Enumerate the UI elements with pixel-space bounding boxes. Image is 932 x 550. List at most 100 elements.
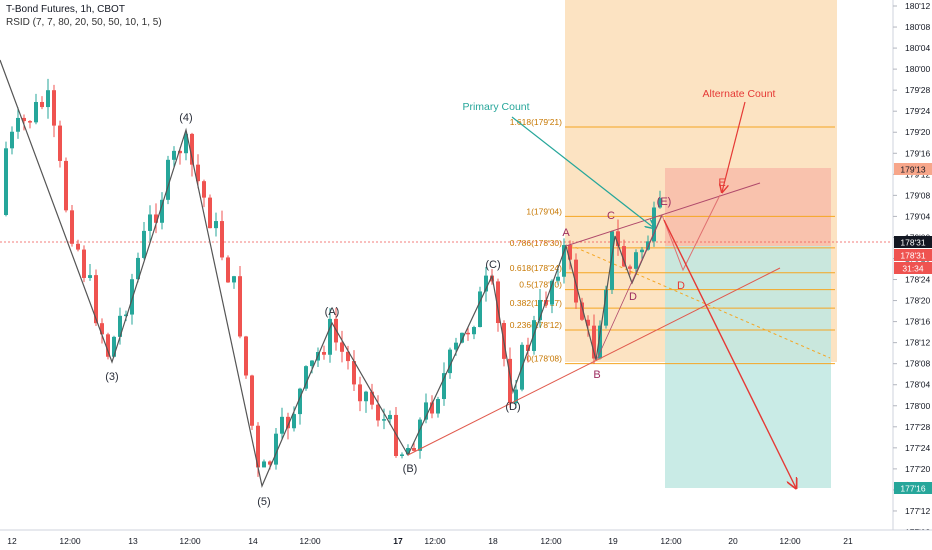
candle-body <box>34 101 38 123</box>
fib-level-label: 0.786(178'30) <box>510 238 562 248</box>
alternate-count-arrow <box>722 101 746 192</box>
candle-body <box>322 352 326 355</box>
wave-label: C <box>607 210 615 222</box>
price-tick-label: 180'04 <box>905 43 931 53</box>
time-tick-label: 12:00 <box>424 536 446 546</box>
candle-body <box>328 318 332 355</box>
candle-body <box>454 342 458 350</box>
triangle-lower-trendline <box>407 267 781 456</box>
candle-body <box>76 243 80 250</box>
price-tick-label: 180'08 <box>905 22 931 32</box>
candle-body <box>616 231 620 247</box>
candle-body <box>142 230 146 258</box>
candle-body <box>496 281 500 324</box>
price-tick-label: 177'20 <box>905 464 931 474</box>
candle-body <box>658 198 662 208</box>
candle-body <box>196 164 200 182</box>
candle-body <box>442 373 446 400</box>
candle-body <box>100 323 104 335</box>
candle-body <box>40 101 44 108</box>
chart-title: T-Bond Futures, 1h, CBOT <box>6 4 125 15</box>
candle-body <box>10 131 14 149</box>
candle-body <box>148 214 152 231</box>
candle-body <box>256 425 260 468</box>
candle-body <box>184 133 188 154</box>
price-tick-label: 178'04 <box>905 380 931 390</box>
fib-level-label: 0.618(178'24) <box>510 263 562 273</box>
candle-body <box>52 90 56 126</box>
time-tick-label: 12:00 <box>59 536 81 546</box>
price-tick-label: 178'16 <box>905 317 931 327</box>
candle-body <box>472 327 476 335</box>
wave-label: (4) <box>179 112 192 124</box>
candle-body <box>514 389 518 404</box>
candle-body <box>346 351 350 362</box>
candle-body <box>202 181 206 198</box>
candle-body <box>58 125 62 161</box>
wave-label: (A) <box>325 306 340 318</box>
candle-body <box>226 257 230 283</box>
price-tick-label: 178'24 <box>905 275 931 285</box>
price-tick-label: 177'24 <box>905 443 931 453</box>
candle-body <box>112 336 116 357</box>
price-tick-label: 179'08 <box>905 190 931 200</box>
candle-body <box>130 279 134 315</box>
candle-body <box>568 245 572 260</box>
alternate-count-line <box>661 194 721 272</box>
candle-body <box>604 289 608 326</box>
candle-body <box>268 461 272 465</box>
time-tick-label: 12 <box>7 536 17 546</box>
price-tick-label: 178'12 <box>905 338 931 348</box>
candle-body <box>280 416 284 434</box>
elliott-wave-line <box>0 59 663 488</box>
candle-body <box>466 332 470 335</box>
time-tick-label: 12:00 <box>779 536 801 546</box>
price-tick-label: 179'04 <box>905 211 931 221</box>
wave-label: D <box>629 291 637 303</box>
candle-body <box>370 391 374 405</box>
candle-body <box>556 276 560 281</box>
primary-count-arrow <box>511 116 654 228</box>
time-tick-label: 12:00 <box>299 536 321 546</box>
candle-body <box>418 419 422 451</box>
time-tick-label: 20 <box>728 536 738 546</box>
candle-body <box>640 249 644 253</box>
candle-body <box>448 349 452 374</box>
candle-body <box>634 252 638 269</box>
indicator-legend: RSID (7, 7, 80, 20, 50, 50, 10, 1, 5) <box>6 17 162 28</box>
time-tick-label: 21 <box>843 536 853 546</box>
candle-body <box>436 399 440 414</box>
candle-body <box>550 280 554 305</box>
price-tick-label: 178'00 <box>905 401 931 411</box>
candle-body <box>298 388 302 415</box>
price-tick-label: 179'24 <box>905 106 931 116</box>
price-tag <box>894 262 932 274</box>
candle-body <box>178 150 182 154</box>
candle-body <box>220 221 224 258</box>
time-tick-label: 12:00 <box>660 536 682 546</box>
time-tick-label: 12:00 <box>179 536 201 546</box>
candle-body <box>250 375 254 426</box>
candle-body <box>238 276 242 337</box>
candle-body <box>376 404 380 421</box>
candle-body <box>622 246 626 267</box>
candle-body <box>28 121 32 123</box>
wave-label: A <box>562 227 570 239</box>
candle-body <box>160 199 164 223</box>
candle-body <box>526 344 530 351</box>
wave-label: (5) <box>257 496 270 508</box>
candle-body <box>574 259 578 303</box>
stop-zone-red <box>665 168 831 246</box>
price-tag-label: 178'31 <box>900 251 926 261</box>
candle-body <box>262 461 266 468</box>
candle-body <box>124 314 128 317</box>
wave-label: B <box>593 369 600 381</box>
candle-body <box>244 336 248 376</box>
candle-body <box>82 249 86 278</box>
fib-level-label: 0(178'08) <box>526 354 562 364</box>
time-tick-label: 12:00 <box>540 536 562 546</box>
fib-level-label: 0.382(178'17) <box>510 298 562 308</box>
wave-label: (E) <box>657 196 672 208</box>
candle-body <box>394 414 398 456</box>
